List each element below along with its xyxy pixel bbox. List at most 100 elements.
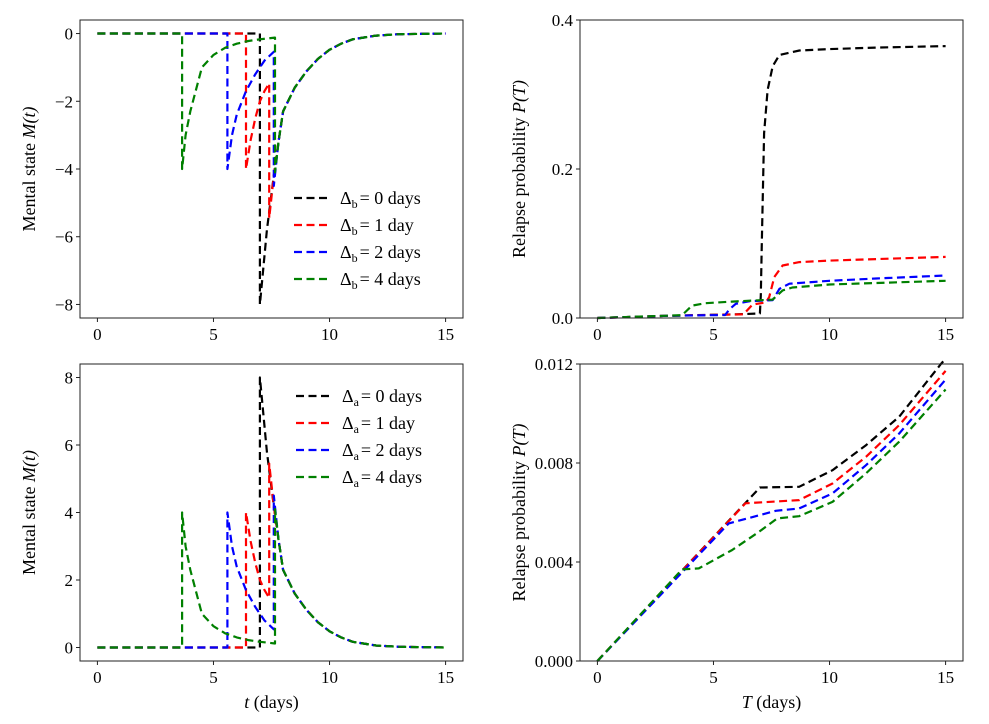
x-tick-label: 15 (437, 325, 454, 344)
y-tick-label: −6 (55, 228, 73, 247)
y-tick-label: 4 (65, 504, 74, 523)
legend-text: = 0 days (360, 188, 421, 208)
legend-label-3: Δa = 4 days (342, 467, 422, 490)
x-tick-label: 15 (937, 325, 954, 344)
legend-symbol: Δ (342, 467, 354, 487)
x-tick-label: 10 (821, 325, 838, 344)
legend-label-0: Δa = 0 days (342, 386, 422, 409)
series-line-3 (596, 388, 947, 662)
series-line-2 (596, 378, 947, 662)
y-axis-label-symbol: P(T) (509, 424, 530, 458)
y-axis-label-text: Mental state (19, 482, 39, 575)
legend-subscript: a (354, 476, 360, 490)
y-tick-label: 6 (65, 436, 74, 455)
x-tick-label: 10 (321, 325, 338, 344)
y-tick-label: 0.0 (552, 309, 573, 328)
y-tick-label: −2 (55, 92, 73, 111)
legend-subscript: a (354, 422, 360, 436)
y-axis-label: Relapse probability P(T) (509, 424, 530, 602)
series-line-1 (596, 370, 947, 662)
y-axis-label-text: Relapse probability (509, 457, 529, 602)
legend-subscript: b (352, 197, 358, 211)
y-tick-label: 0.004 (535, 553, 574, 572)
y-axis-label: Mental state M(t) (19, 107, 40, 232)
x-tick-label: 5 (709, 325, 718, 344)
subplot-2: 0 5 10 15 0.0 0.2 0.4 Relapse probability P(T) (509, 11, 964, 344)
y-tick-label: 0.4 (552, 11, 574, 30)
legend-label-3: Δb = 4 days (340, 269, 421, 292)
y-tick-label: 0.008 (535, 454, 573, 473)
legend-subscript: a (354, 395, 360, 409)
legend-label-1: Δa = 1 day (342, 413, 415, 436)
series-line-3 (97, 32, 446, 174)
legend-text: = 4 days (361, 467, 422, 487)
y-axis-label-text: Mental state (19, 139, 39, 232)
series-line-0 (596, 357, 947, 662)
x-tick-label: 10 (321, 668, 338, 687)
x-axis-label-symbol: T (742, 692, 754, 712)
legend-text: = 4 days (360, 269, 421, 289)
legend-subscript: a (354, 449, 360, 463)
legend-text: = 0 days (361, 386, 422, 406)
x-tick-label: 10 (821, 668, 838, 687)
y-axis-label-symbol: P(T) (509, 80, 530, 114)
x-axis-label-text: (days) (249, 692, 298, 713)
legend-symbol: Δ (342, 386, 354, 406)
legend-subscript: b (352, 278, 358, 292)
x-axis-label-symbol: t (244, 692, 250, 712)
legend-label-2: Δb = 2 days (340, 242, 421, 265)
x-tick-label: 15 (937, 668, 954, 687)
y-axis-label: Relapse probability P(T) (509, 80, 530, 258)
y-tick-label: 0 (65, 639, 74, 658)
x-tick-label: 0 (93, 325, 102, 344)
legend-symbol: Δ (340, 269, 352, 289)
x-tick-label: 5 (209, 325, 218, 344)
legend-symbol: Δ (342, 413, 354, 433)
x-tick-label: 5 (209, 668, 218, 687)
x-tick-label: 0 (93, 668, 102, 687)
axes-frame (79, 363, 464, 662)
axes-frame (579, 363, 964, 662)
legend-label-0: Δb = 0 days (340, 188, 421, 211)
x-tick-label: 5 (709, 668, 718, 687)
y-tick-label: 0.000 (535, 652, 573, 671)
y-tick-label: 8 (65, 369, 74, 388)
series-line-2 (97, 494, 446, 649)
subplot-4: 0 5 10 15 0.000 0.004 0.008 0.012 Relapse probab… (509, 355, 964, 713)
y-tick-label: 0 (65, 25, 74, 44)
y-tick-label: −4 (55, 160, 74, 179)
series-line-0 (597, 45, 946, 320)
axes-frame (579, 19, 964, 319)
legend-text: = 1 day (361, 413, 415, 433)
series-line-1 (597, 255, 946, 320)
x-tick-label: 15 (437, 668, 454, 687)
legend-subscript: b (352, 251, 358, 265)
x-axis-label-text: (days) (752, 692, 801, 713)
x-tick-label: 0 (593, 668, 602, 687)
y-tick-label: −8 (55, 295, 73, 314)
legend-label-2: Δa = 2 days (342, 440, 422, 463)
y-tick-label: 0.2 (552, 160, 573, 179)
y-tick-label: 2 (65, 571, 74, 590)
legend-subscript: b (352, 224, 358, 238)
y-axis-label: Mental state M(t) (19, 450, 40, 575)
legend-symbol: Δ (342, 440, 354, 460)
y-axis-label-symbol: M(t) (19, 450, 40, 483)
legend-symbol: Δ (340, 188, 352, 208)
series-line-0 (97, 32, 446, 306)
y-axis-label-symbol: M(t) (19, 107, 40, 140)
series-line-1 (97, 462, 446, 649)
y-tick-label: 0.012 (535, 355, 573, 374)
y-axis-label-text: Relapse probability (509, 113, 529, 258)
legend-text: = 1 day (360, 215, 414, 235)
series-line-3 (97, 508, 446, 649)
legend-symbol: Δ (340, 215, 352, 235)
series-line-2 (97, 32, 446, 187)
legend-label-1: Δb = 1 day (340, 215, 414, 238)
series-line-3 (597, 279, 946, 320)
